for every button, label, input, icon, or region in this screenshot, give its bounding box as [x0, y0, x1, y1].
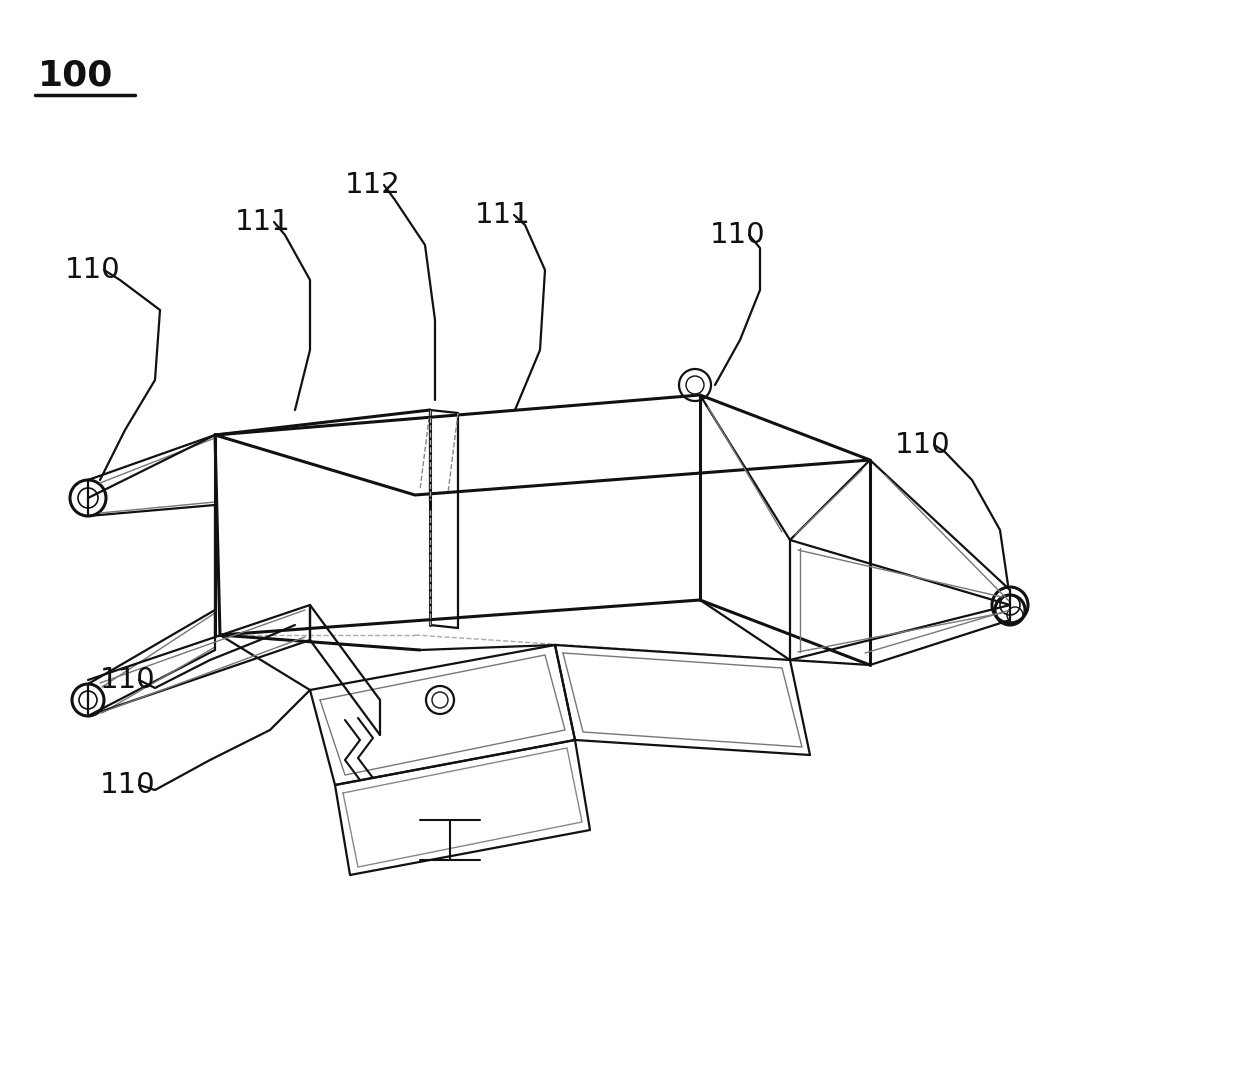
Text: 110: 110: [64, 256, 120, 285]
Text: 110: 110: [711, 220, 765, 249]
Text: 110: 110: [100, 666, 156, 694]
Text: 100: 100: [38, 58, 113, 92]
Text: 111: 111: [236, 209, 291, 236]
Text: 112: 112: [345, 171, 401, 199]
Text: 111: 111: [475, 201, 531, 229]
Text: 110: 110: [895, 431, 951, 459]
Text: 110: 110: [100, 771, 156, 799]
